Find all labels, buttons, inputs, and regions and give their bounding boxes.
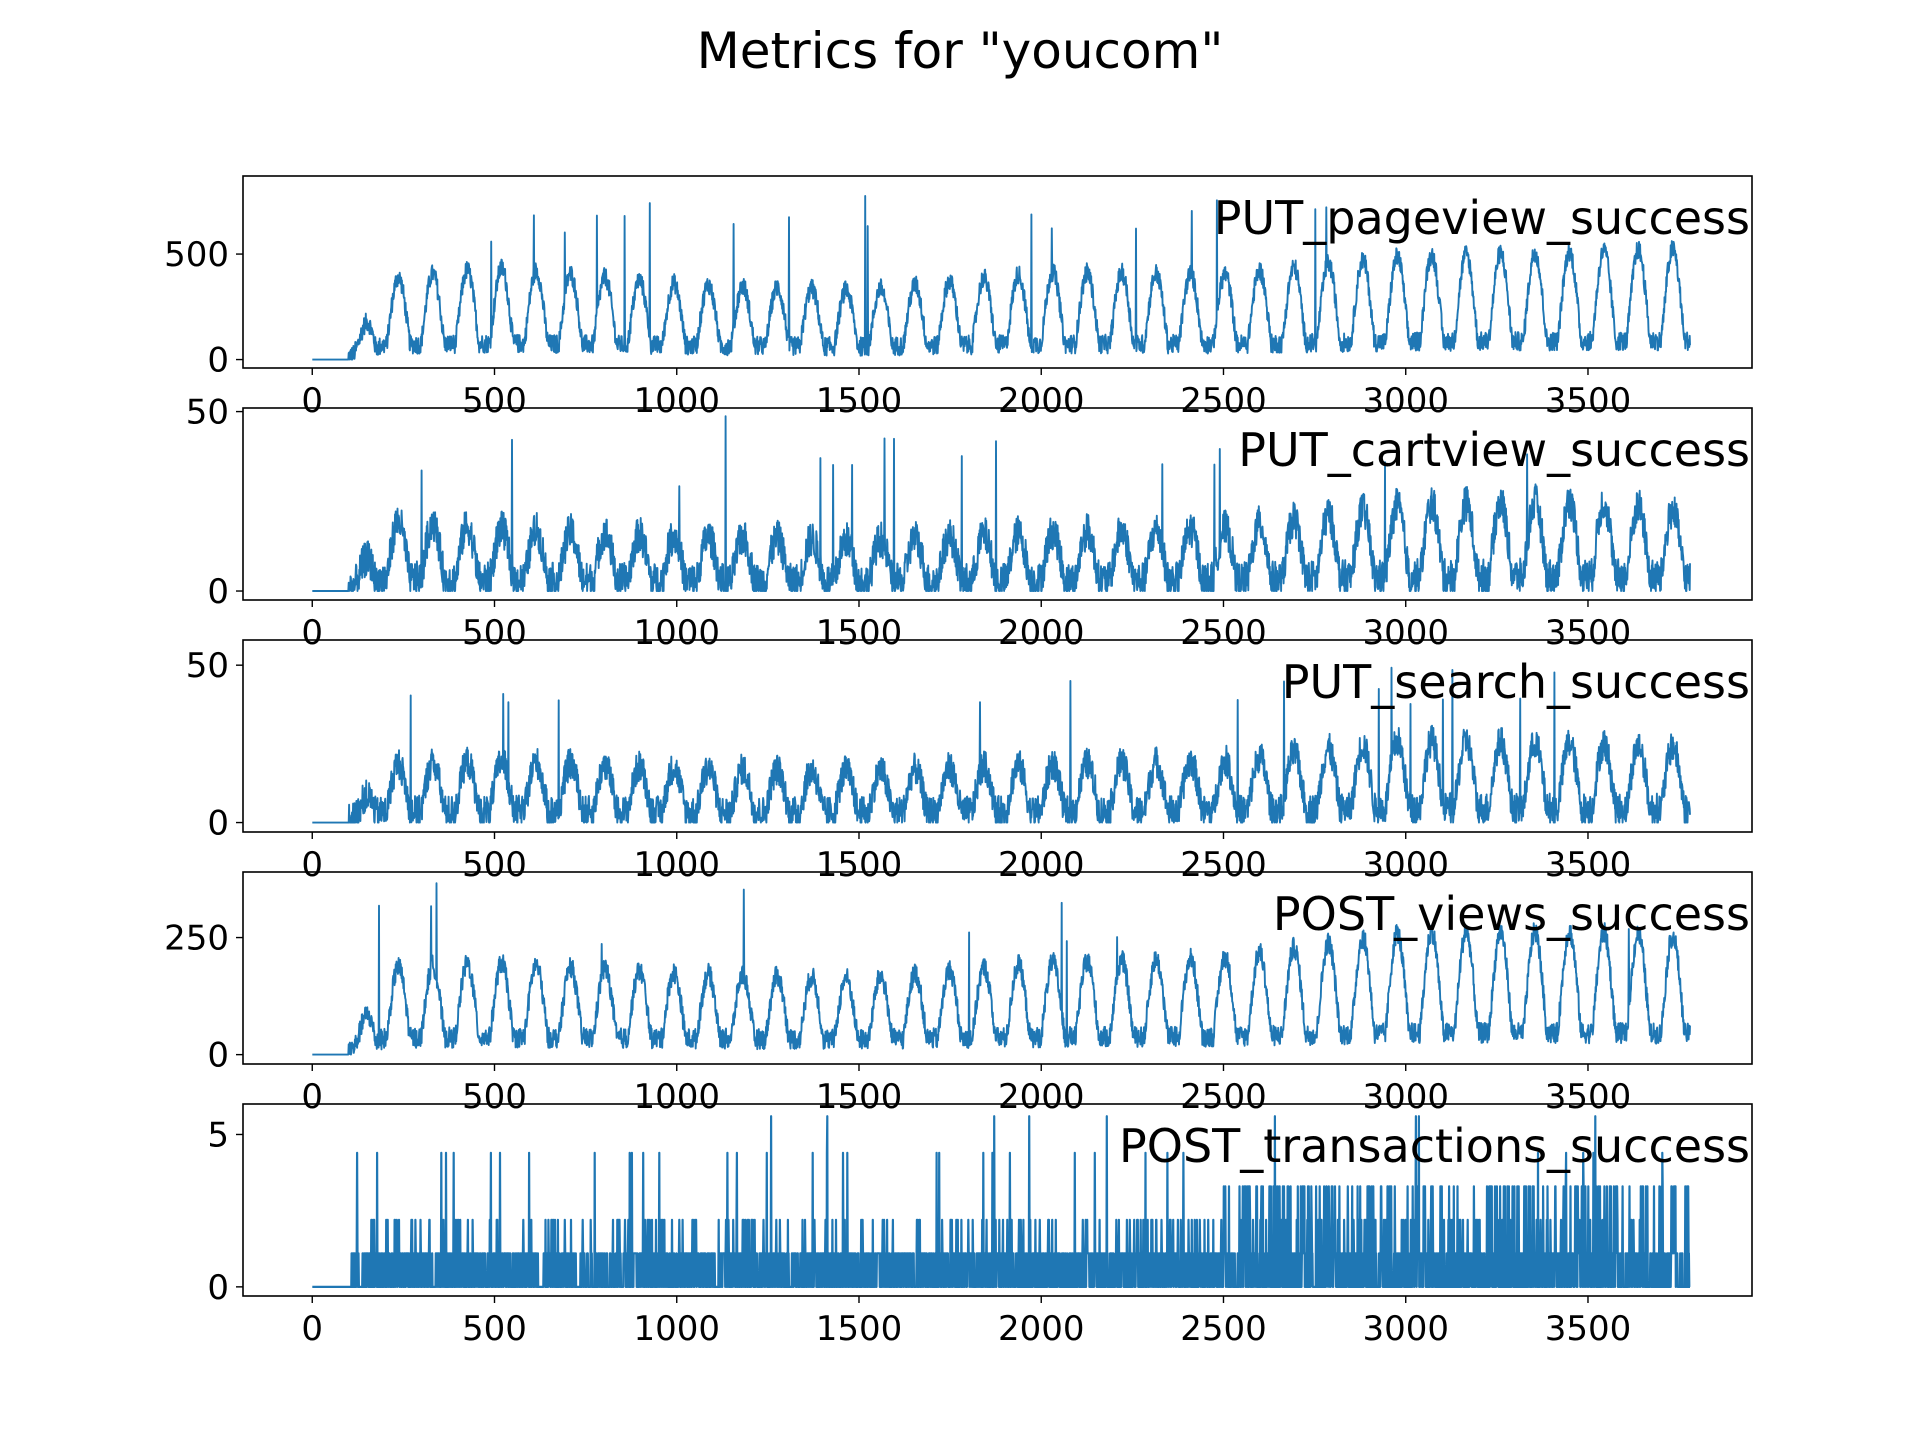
x-tick-label: 500 (462, 613, 527, 653)
subplot-4: 0 500 1000 1500 2000 2500 3000 3500 0 250 POST_vie… (164, 871, 1753, 1117)
y-tick-label: 0 (207, 1036, 229, 1076)
x-tick-label: 2000 (998, 1077, 1085, 1117)
series-line (311, 195, 1691, 361)
x-tick-label: 0 (301, 613, 323, 653)
x-tick-label: 2000 (998, 613, 1085, 653)
x-tick-label: 3500 (1545, 1309, 1632, 1349)
subplot-5: 0 500 1000 1500 2000 2500 3000 3500 0 5 POST_trans… (207, 1103, 1753, 1349)
x-tick-label: 1500 (816, 1309, 903, 1349)
axes-frame (242, 1103, 1753, 1297)
x-tick-label: 500 (462, 845, 527, 885)
x-tick-label: 1000 (633, 1309, 720, 1349)
x-tick-label: 3500 (1545, 613, 1632, 653)
x-tick-label: 500 (462, 1309, 527, 1349)
series-label: PUT_cartview_success (1238, 423, 1750, 477)
y-tick-label: 0 (207, 804, 229, 844)
axes-frame (242, 175, 1753, 369)
axes-frame (242, 871, 1753, 1065)
x-tick-label: 3500 (1545, 845, 1632, 885)
axes-frame (242, 639, 1753, 833)
y-tick-label: 0 (207, 1268, 229, 1308)
y-tick-label: 0 (207, 341, 229, 381)
x-tick-label: 3500 (1545, 1077, 1632, 1117)
series-line (311, 666, 1691, 824)
series-line (311, 415, 1691, 592)
y-tick-label: 500 (164, 235, 229, 275)
y-tick-label: 50 (186, 646, 229, 686)
series-line (311, 1115, 1691, 1289)
y-tick-label: 0 (207, 572, 229, 612)
x-tick-label: 2500 (1180, 845, 1267, 885)
x-tick-label: 2500 (1180, 1309, 1267, 1349)
x-tick-label: 1000 (633, 845, 720, 885)
subplot-3: 0 500 1000 1500 2000 2500 3000 3500 0 50 PUT_searc… (186, 639, 1753, 885)
series-line (311, 882, 1691, 1056)
x-tick-label: 1500 (816, 613, 903, 653)
x-tick-label: 1500 (816, 845, 903, 885)
x-tick-label: 0 (301, 1077, 323, 1117)
x-tick-label: 3500 (1545, 381, 1632, 421)
x-tick-label: 3000 (1362, 1309, 1449, 1349)
x-tick-label: 1500 (816, 381, 903, 421)
series-label: POST_transactions_success (1119, 1119, 1750, 1173)
x-tick-label: 2000 (998, 381, 1085, 421)
axes-frame (242, 407, 1753, 601)
x-tick-label: 0 (301, 845, 323, 885)
y-tick-label: 50 (186, 393, 229, 433)
series-label: PUT_pageview_success (1214, 191, 1750, 245)
series-label: PUT_search_success (1282, 655, 1750, 709)
x-tick-label: 0 (301, 1309, 323, 1349)
series-label: POST_views_success (1273, 887, 1750, 941)
x-tick-label: 1000 (633, 1077, 720, 1117)
x-tick-label: 2500 (1180, 381, 1267, 421)
x-tick-label: 2500 (1180, 1077, 1267, 1117)
x-tick-label: 2500 (1180, 613, 1267, 653)
x-tick-label: 3000 (1362, 613, 1449, 653)
y-tick-label: 5 (207, 1115, 229, 1155)
x-tick-label: 500 (462, 1077, 527, 1117)
figure-title: Metrics for "youcom" (696, 22, 1224, 80)
x-tick-label: 0 (301, 381, 323, 421)
x-tick-label: 3000 (1362, 845, 1449, 885)
x-tick-label: 1000 (633, 613, 720, 653)
x-tick-label: 1500 (816, 1077, 903, 1117)
x-tick-label: 1000 (633, 381, 720, 421)
subplot-1: 0 500 1000 1500 2000 2500 3000 3500 0 500 PUT_page… (164, 175, 1753, 421)
subplot-2: 0 500 1000 1500 2000 2500 3000 3500 0 50 PUT_cartv… (186, 393, 1753, 653)
x-tick-label: 3000 (1362, 1077, 1449, 1117)
x-tick-label: 2000 (998, 845, 1085, 885)
x-tick-label: 2000 (998, 1309, 1085, 1349)
x-tick-label: 3000 (1362, 381, 1449, 421)
x-tick-label: 500 (462, 381, 527, 421)
y-tick-label: 250 (164, 919, 229, 959)
